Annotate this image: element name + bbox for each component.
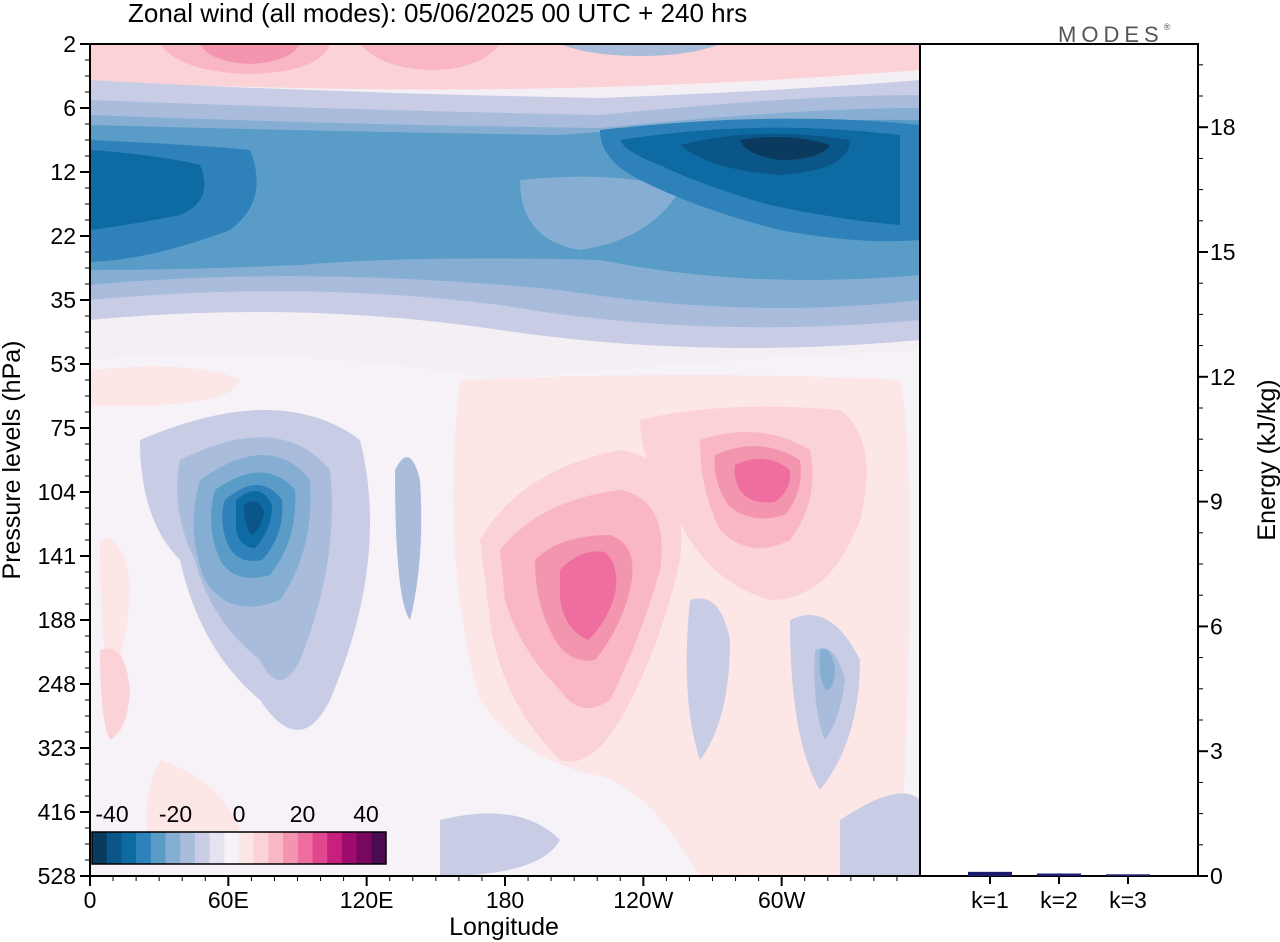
- x-tick-label: 60W: [758, 887, 806, 913]
- y-tick-label: 528: [38, 863, 76, 889]
- energy-tick-label: 12: [1210, 364, 1236, 390]
- colorbar-swatch: [297, 832, 313, 864]
- x-tick-label: 120E: [340, 887, 394, 913]
- x-tick-label: 120W: [613, 887, 673, 913]
- y-tick-label: 323: [38, 735, 76, 761]
- colorbar: -40 -20 0 20 40: [91, 801, 387, 865]
- colorbar-swatch: [165, 832, 181, 864]
- y-tick-label: 141: [38, 543, 76, 569]
- energy-tick-label: 0: [1210, 863, 1223, 889]
- bar-panel-frame: [919, 43, 1199, 877]
- energy-bar: [968, 871, 1012, 876]
- energy-bar: [1106, 874, 1150, 876]
- y-tick-label: 35: [50, 287, 76, 313]
- colorbar-swatch: [209, 832, 225, 864]
- y-tick-label: 2: [63, 31, 76, 57]
- colorbar-swatch: [121, 832, 137, 864]
- x-tick-label: 0: [84, 887, 97, 913]
- y-tick-label: 416: [38, 799, 76, 825]
- colorbar-swatch: [136, 832, 152, 864]
- y-axis-label: Pressure levels (hPa): [0, 341, 26, 580]
- bar-category-label: k=3: [1109, 887, 1147, 913]
- energy-tick-label: 6: [1210, 613, 1223, 639]
- energy-tick-label: 9: [1210, 489, 1223, 515]
- colorbar-frame: [91, 831, 387, 865]
- chart-title: Zonal wind (all modes): 05/06/2025 00 UT…: [128, 0, 747, 28]
- brand-name: MODES: [1058, 22, 1164, 47]
- x-tick-label: 60E: [208, 887, 249, 913]
- energy-bars: k=1 k=2 k=3: [968, 871, 1150, 913]
- y-tick-label: 6: [63, 95, 76, 121]
- colorbar-swatch: [312, 832, 328, 864]
- y-tick-label: 104: [38, 479, 77, 505]
- colorbar-swatch: [106, 832, 122, 864]
- energy-bar: [1037, 873, 1081, 876]
- colorbar-tick-label: -40: [95, 801, 128, 827]
- energy-axis-ticks: 0 3 6 9 12 15 18: [1198, 64, 1236, 889]
- y-tick-label: 188: [38, 607, 76, 633]
- colorbar-swatch: [283, 832, 299, 864]
- colorbar-swatch: [194, 832, 211, 864]
- colorbar-swatch: [239, 832, 255, 864]
- brand-mark: ®: [1164, 22, 1176, 32]
- energy-tick-label: 18: [1210, 114, 1236, 140]
- bar-category-label: k=2: [1040, 887, 1078, 913]
- colorbar-swatch: [180, 832, 196, 864]
- colorbar-tick-label: 20: [290, 801, 316, 827]
- x-axis-label: Longitude: [449, 913, 559, 941]
- colorbar-swatch: [268, 832, 284, 864]
- colorbar-swatch: [327, 832, 343, 864]
- y-axis-ticks: 2 6 12 22 35 53 75 104 141 188 248 323 416 528: [38, 31, 90, 889]
- energy-tick-label: 15: [1210, 239, 1236, 265]
- energy-axis-label: Energy (kJ/kg): [1253, 379, 1280, 540]
- colorbar-tick-label: -20: [159, 801, 192, 827]
- colorbar-swatch: [356, 832, 372, 864]
- y-tick-label: 22: [50, 223, 76, 249]
- y-tick-label: 75: [50, 415, 76, 441]
- brand-logo: MODES®: [1058, 22, 1175, 47]
- x-axis-ticks: 0 60E 120E 180 120W 60W: [84, 876, 898, 913]
- y-tick-label: 12: [50, 159, 76, 185]
- colorbar-swatch: [253, 832, 269, 864]
- heatmap-field: [90, 44, 920, 876]
- y-tick-label: 53: [50, 351, 76, 377]
- energy-tick-label: 3: [1210, 738, 1223, 764]
- colorbar-swatch: [341, 832, 358, 864]
- colorbar-swatch: [92, 832, 108, 864]
- colorbar-swatch: [150, 832, 166, 864]
- colorbar-tick-label: 40: [353, 801, 379, 827]
- x-tick-label: 180: [486, 887, 524, 913]
- colorbar-swatch: [371, 832, 387, 864]
- colorbar-tick-label: 0: [233, 801, 246, 827]
- bar-category-label: k=1: [971, 887, 1009, 913]
- colorbar-swatch: [224, 832, 240, 864]
- y-tick-label: 248: [38, 671, 76, 697]
